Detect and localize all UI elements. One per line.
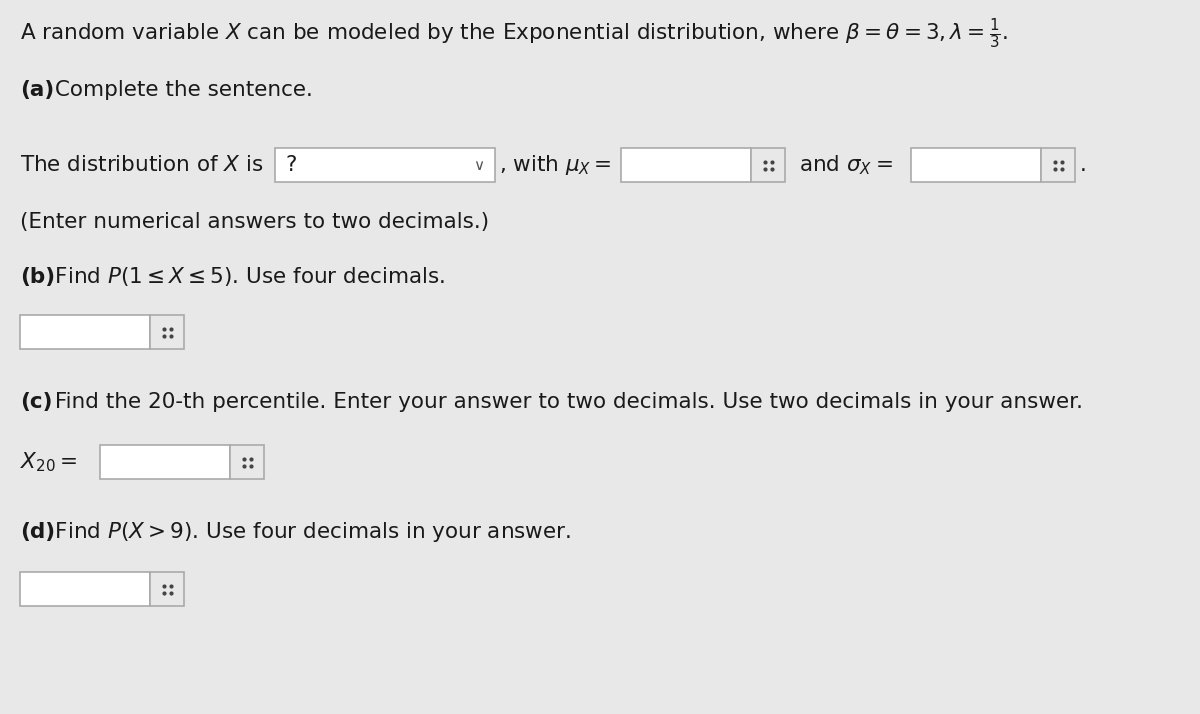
Text: A random variable $X$ can be modeled by the Exponential distribution, where $\be: A random variable $X$ can be modeled by … xyxy=(20,16,1008,51)
Text: ∨: ∨ xyxy=(474,158,485,173)
Text: ?: ? xyxy=(286,155,296,175)
Text: Find the 20-th percentile. Enter your answer to two decimals. Use two decimals i: Find the 20-th percentile. Enter your an… xyxy=(48,392,1084,412)
FancyBboxPatch shape xyxy=(20,315,150,349)
Text: and $\sigma_X =$: and $\sigma_X =$ xyxy=(799,154,893,177)
FancyBboxPatch shape xyxy=(622,148,751,182)
FancyBboxPatch shape xyxy=(230,445,264,479)
Text: (Enter numerical answers to two decimals.): (Enter numerical answers to two decimals… xyxy=(20,212,490,232)
Text: The distribution of $X$ is: The distribution of $X$ is xyxy=(20,155,264,175)
Text: (c): (c) xyxy=(20,392,53,412)
Text: (a): (a) xyxy=(20,80,54,100)
Text: , with $\mu_X =$: , with $\mu_X =$ xyxy=(499,153,612,177)
Text: (d): (d) xyxy=(20,522,55,542)
FancyBboxPatch shape xyxy=(150,315,184,349)
FancyBboxPatch shape xyxy=(275,148,496,182)
Text: .: . xyxy=(1080,155,1087,175)
FancyBboxPatch shape xyxy=(150,572,184,606)
FancyBboxPatch shape xyxy=(751,148,785,182)
Text: (b): (b) xyxy=(20,267,55,287)
Text: Find $P(X > 9)$. Use four decimals in your answer.: Find $P(X > 9)$. Use four decimals in yo… xyxy=(48,520,571,544)
FancyBboxPatch shape xyxy=(1042,148,1075,182)
Text: Complete the sentence.: Complete the sentence. xyxy=(48,80,313,100)
FancyBboxPatch shape xyxy=(911,148,1042,182)
FancyBboxPatch shape xyxy=(100,445,230,479)
Text: Find $P(1 \leq X \leq 5)$. Use four decimals.: Find $P(1 \leq X \leq 5)$. Use four deci… xyxy=(48,266,445,288)
Text: $X_{20} =$: $X_{20} =$ xyxy=(20,451,77,474)
FancyBboxPatch shape xyxy=(20,572,150,606)
